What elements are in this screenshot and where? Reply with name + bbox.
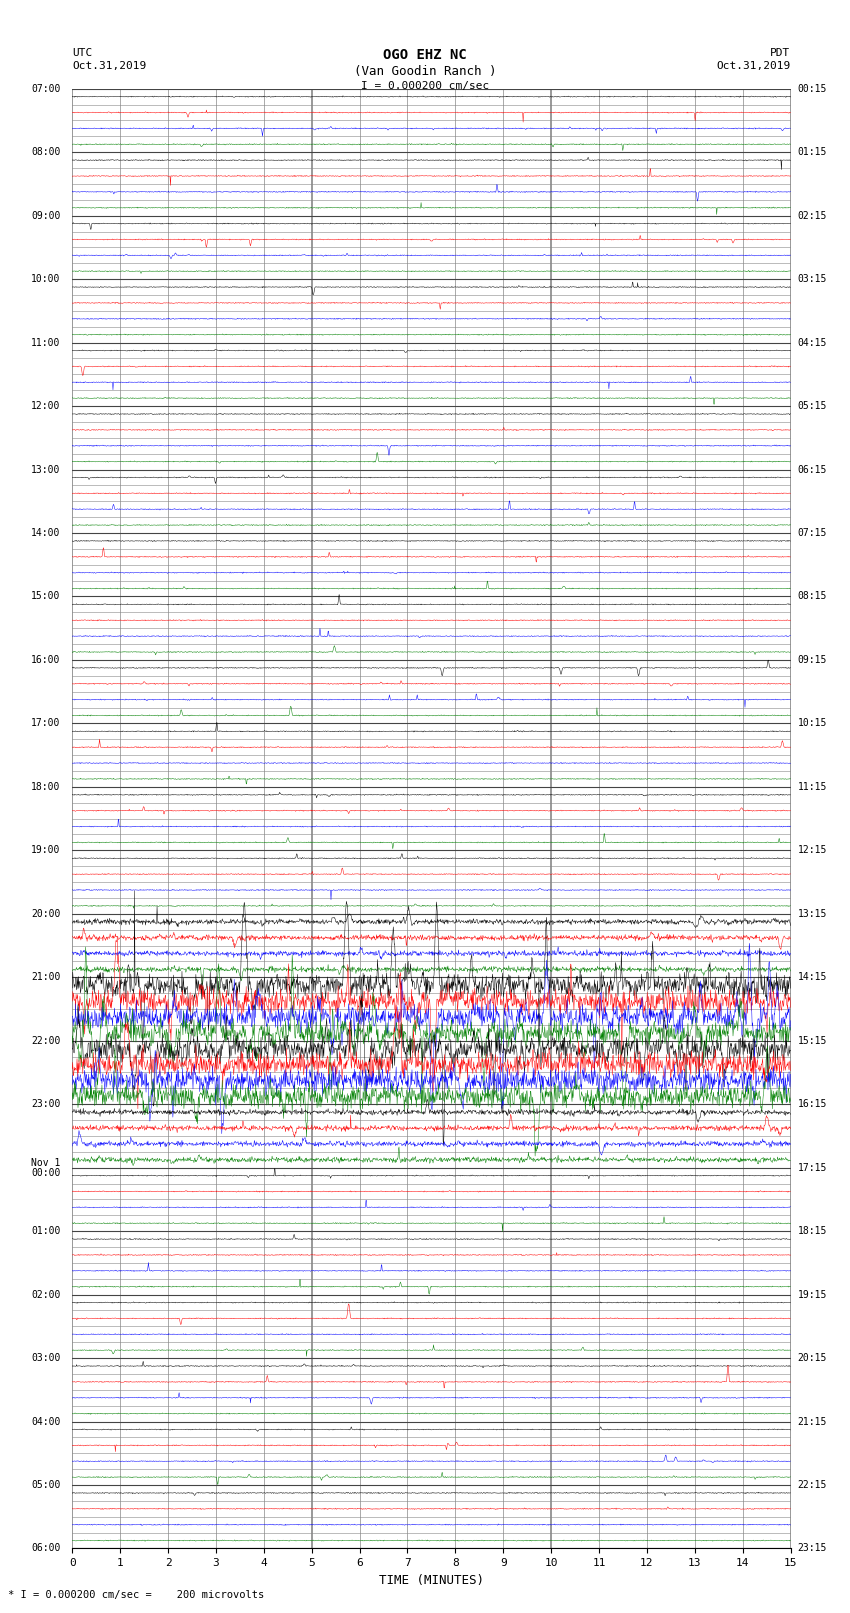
Text: 02:00: 02:00	[31, 1290, 60, 1300]
Text: 03:15: 03:15	[797, 274, 827, 284]
X-axis label: TIME (MINUTES): TIME (MINUTES)	[379, 1574, 484, 1587]
Text: 17:00: 17:00	[31, 718, 60, 729]
Text: 15:00: 15:00	[31, 592, 60, 602]
Text: 13:15: 13:15	[797, 908, 827, 919]
Text: 19:15: 19:15	[797, 1290, 827, 1300]
Text: 04:15: 04:15	[797, 337, 827, 347]
Text: 21:00: 21:00	[31, 973, 60, 982]
Text: 11:15: 11:15	[797, 782, 827, 792]
Text: 16:00: 16:00	[31, 655, 60, 665]
Text: UTC: UTC	[72, 48, 93, 58]
Text: 01:00: 01:00	[31, 1226, 60, 1236]
Text: (Van Goodin Ranch ): (Van Goodin Ranch )	[354, 65, 496, 77]
Text: Nov 1: Nov 1	[31, 1158, 60, 1168]
Text: 13:00: 13:00	[31, 465, 60, 474]
Text: 02:15: 02:15	[797, 211, 827, 221]
Text: 14:00: 14:00	[31, 527, 60, 539]
Text: 09:15: 09:15	[797, 655, 827, 665]
Text: 17:15: 17:15	[797, 1163, 827, 1173]
Text: Oct.31,2019: Oct.31,2019	[717, 61, 790, 71]
Text: OGO EHZ NC: OGO EHZ NC	[383, 48, 467, 63]
Text: 12:15: 12:15	[797, 845, 827, 855]
Text: 23:15: 23:15	[797, 1544, 827, 1553]
Text: 21:15: 21:15	[797, 1416, 827, 1426]
Text: 10:15: 10:15	[797, 718, 827, 729]
Text: 00:15: 00:15	[797, 84, 827, 94]
Text: 20:00: 20:00	[31, 908, 60, 919]
Text: 05:00: 05:00	[31, 1481, 60, 1490]
Text: 19:00: 19:00	[31, 845, 60, 855]
Text: 12:00: 12:00	[31, 402, 60, 411]
Text: 03:00: 03:00	[31, 1353, 60, 1363]
Text: 01:15: 01:15	[797, 147, 827, 156]
Text: * I = 0.000200 cm/sec =    200 microvolts: * I = 0.000200 cm/sec = 200 microvolts	[8, 1590, 264, 1600]
Text: 06:00: 06:00	[31, 1544, 60, 1553]
Text: 20:15: 20:15	[797, 1353, 827, 1363]
Text: 00:00: 00:00	[31, 1168, 60, 1177]
Text: 15:15: 15:15	[797, 1036, 827, 1045]
Text: 09:00: 09:00	[31, 211, 60, 221]
Text: 22:00: 22:00	[31, 1036, 60, 1045]
Text: Oct.31,2019: Oct.31,2019	[72, 61, 146, 71]
Text: 23:00: 23:00	[31, 1098, 60, 1110]
Text: 07:15: 07:15	[797, 527, 827, 539]
Text: I = 0.000200 cm/sec: I = 0.000200 cm/sec	[361, 81, 489, 90]
Text: 14:15: 14:15	[797, 973, 827, 982]
Text: 22:15: 22:15	[797, 1481, 827, 1490]
Text: 18:15: 18:15	[797, 1226, 827, 1236]
Text: 18:00: 18:00	[31, 782, 60, 792]
Text: 08:15: 08:15	[797, 592, 827, 602]
Text: 08:00: 08:00	[31, 147, 60, 156]
Text: 16:15: 16:15	[797, 1098, 827, 1110]
Text: 10:00: 10:00	[31, 274, 60, 284]
Text: 05:15: 05:15	[797, 402, 827, 411]
Text: PDT: PDT	[770, 48, 790, 58]
Text: 11:00: 11:00	[31, 337, 60, 347]
Text: 07:00: 07:00	[31, 84, 60, 94]
Text: 04:00: 04:00	[31, 1416, 60, 1426]
Text: 06:15: 06:15	[797, 465, 827, 474]
